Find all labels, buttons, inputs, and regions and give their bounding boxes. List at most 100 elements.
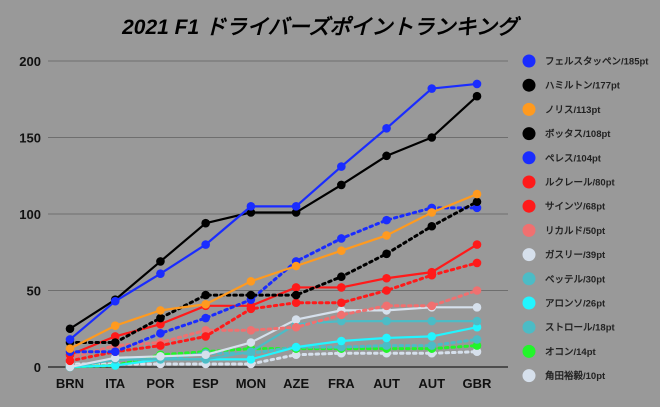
data-point [472,303,482,312]
data-point [110,347,120,357]
data-point [291,202,301,211]
data-point [291,290,301,300]
data-point [65,324,75,334]
y-tick-label: 200 [19,54,41,69]
data-point [156,269,165,278]
data-point [427,332,437,341]
data-point [427,208,437,217]
data-point [472,197,482,207]
data-point [472,286,482,295]
legend-label: ペレス/104pt [545,153,602,164]
legend-marker-icon [522,223,536,237]
data-point [246,277,256,286]
y-tick-label: 0 [34,360,41,375]
legend-marker-icon [522,54,536,68]
data-point [246,208,256,217]
data-point [382,341,391,350]
data-point [472,203,482,213]
series [65,197,482,347]
data-point [156,351,165,361]
data-point [472,240,482,249]
legend-marker-icon [522,151,536,165]
legend-marker-icon [522,199,536,213]
data-point [472,316,482,326]
legend-label: アロンソ/26pt [545,299,606,310]
data-point [472,79,482,89]
data-point [291,315,301,324]
data-point [201,299,210,309]
data-point [291,322,301,332]
legend-label: ハミルトン/177pt [545,81,621,92]
data-point [201,350,210,360]
data-point [337,310,346,320]
legend-marker-icon [522,272,536,286]
data-point [201,325,210,335]
data-point [337,162,346,171]
legend-marker-icon [522,175,536,189]
legend-marker-icon [522,344,536,358]
data-point [156,341,165,350]
data-point [427,301,437,311]
legend-label: オコン/14pt [545,347,597,358]
data-point [427,84,437,93]
data-point [201,290,210,300]
legend-label: ルクレール/80pt [545,178,616,189]
data-point [291,208,301,217]
legend-marker-icon [522,369,536,383]
x-tick-label: FRA [328,376,355,391]
legend-label: ボッタス/108pt [545,128,611,140]
data-point [472,91,482,101]
data-point [382,249,391,259]
series-lines [65,79,482,372]
data-point [382,151,391,161]
legend-label: ストロール/18pt [545,323,616,334]
legend-marker-icon [522,320,536,334]
data-point [427,316,437,326]
y-axis-ticks: 0 50 100 150 200 [19,54,41,375]
series [65,189,482,353]
data-point [427,133,437,142]
data-point [65,362,75,372]
x-tick-label: BRN [56,376,84,391]
x-tick-label: AUT [418,376,445,391]
data-point [337,316,346,326]
legend-label: ノリス/113pt [545,105,601,116]
y-tick-label: 50 [27,284,41,299]
data-point [110,332,120,341]
data-point [291,283,301,292]
data-point [337,272,346,282]
data-point [246,347,256,357]
x-tick-label: ITA [105,376,126,391]
data-point [291,350,301,360]
series [65,91,482,334]
legend-label: ガスリー/39pt [545,249,606,261]
data-point [427,221,437,231]
data-point [246,290,256,300]
x-tick-label: ESP [193,376,219,391]
data-point [156,306,165,315]
data-point [201,218,210,228]
data-point [65,344,75,353]
x-tick-label: POR [146,376,175,391]
data-point [291,261,301,271]
data-point [337,246,346,256]
data-point [337,283,346,292]
data-point [246,202,256,211]
data-point [337,342,346,352]
data-point [382,215,391,225]
data-point [291,342,301,352]
data-point [382,316,391,326]
data-point [472,341,482,350]
data-point [201,332,210,341]
data-point [472,258,482,268]
data-point [156,319,165,329]
data-point [246,325,256,335]
data-point [472,189,482,199]
data-point [337,336,346,346]
legend-marker-icon [522,78,536,92]
data-point [382,231,391,240]
data-point [291,298,301,308]
x-tick-label: MON [236,376,266,391]
legend-label: フェルスタッペン/185pt [545,56,649,68]
